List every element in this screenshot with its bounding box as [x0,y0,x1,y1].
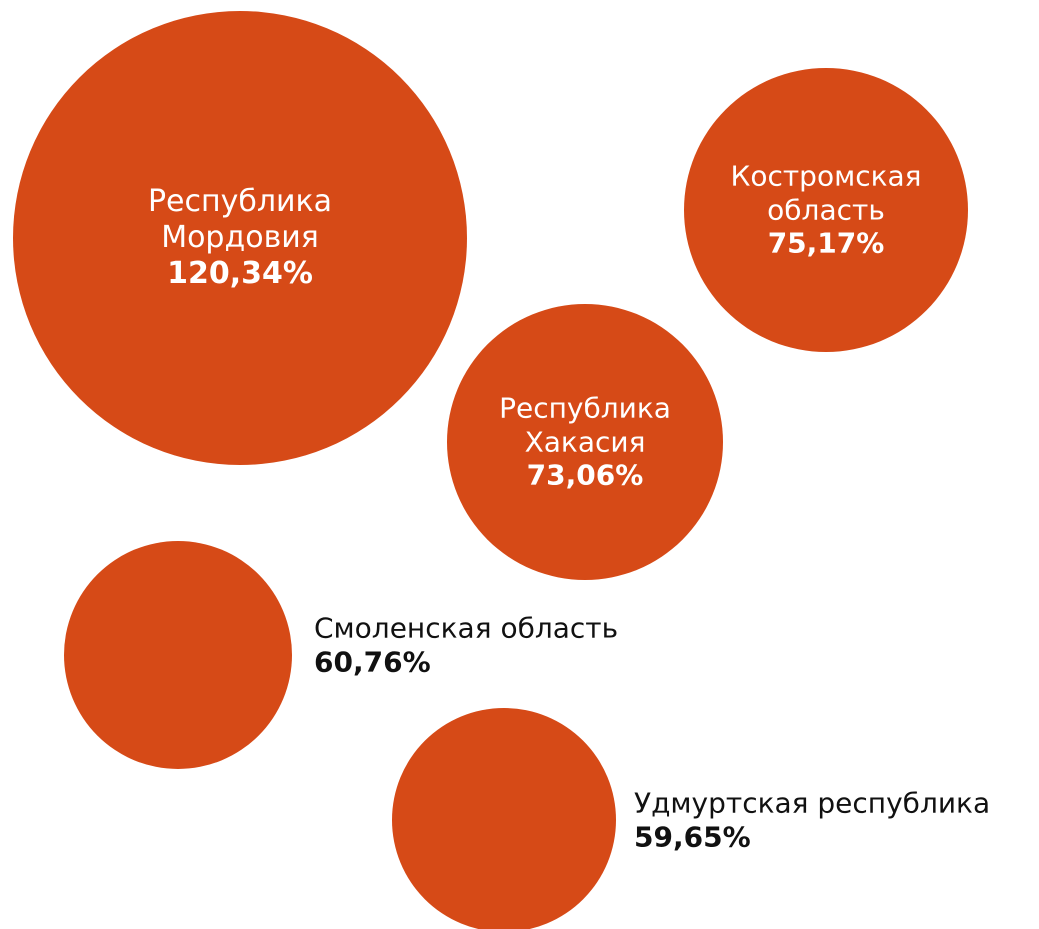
bubble-value: 120,34% [167,256,313,291]
bubble-name: Удмуртская республика [634,786,990,820]
bubble-name-line: Мордовия [161,220,319,255]
bubble-name-line: Костромская [730,159,922,193]
bubble-value: 59,65% [634,820,751,853]
bubble-label-3: Республика Хакасия 73,06% [499,392,671,493]
bubble-name-line: Хакасия [524,425,646,459]
bubble-value: 73,06% [526,458,644,492]
bubble-2 [684,68,968,352]
bubble-name: Республика Хакасия [499,392,671,459]
bubble-5 [392,708,616,929]
bubble-3 [447,304,723,580]
bubble-name-line: Удмуртская республика [634,786,991,820]
bubble-value: 60,76% [314,645,431,678]
bubble-name: Костромская область [730,160,921,227]
bubble-name-line: Республика [147,184,333,219]
bubble-label-1: Республика Мордовия 120,34% [148,184,332,292]
bubble-label-4: Смоленская область 60,76% [314,611,618,678]
bubble-name-line: область [767,193,885,227]
bubble-label-2: Костромская область 75,17% [730,160,921,261]
bubble-4 [64,541,292,769]
bubble-name-line: Смоленская область [314,611,619,645]
bubble-value: 75,17% [767,226,885,260]
bubble-name: Республика Мордовия [148,184,332,256]
bubble-name-line: Республика [499,391,671,425]
bubble-label-5: Удмуртская республика 59,65% [634,786,990,853]
bubble-name: Смоленская область [314,611,618,645]
bubble-1 [13,11,467,465]
